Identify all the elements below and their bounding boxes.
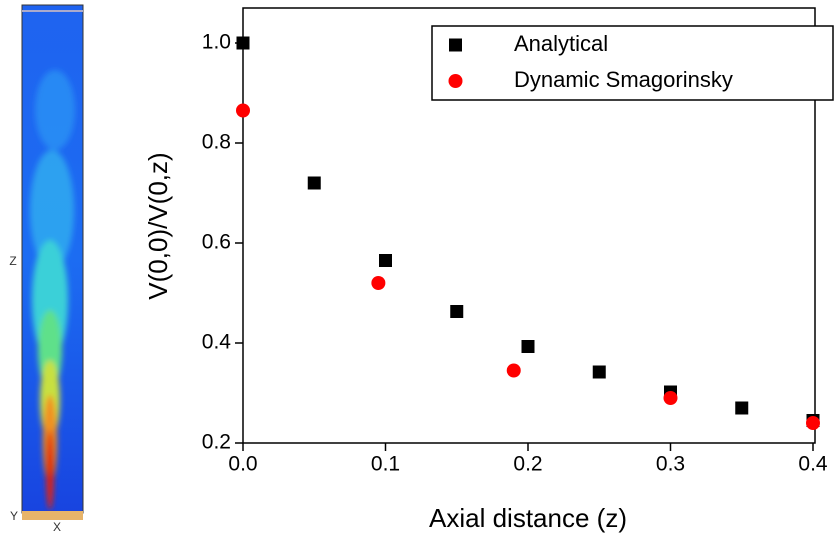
y-tick-label: 1.0 [202,31,231,54]
legend-label: Dynamic Smagorinsky [514,67,733,92]
x-tick-label: 0.1 [371,453,400,476]
data-point [379,254,392,267]
x-tick-label: 0.4 [798,453,828,476]
y-tick-label: 0.6 [202,231,231,254]
data-point [806,416,820,430]
y-axis-title: V(0,0)/V(0,z) [143,152,173,299]
data-point [735,401,749,415]
flame-field [30,70,75,510]
legend-marker [449,38,462,52]
x-label: X [53,520,61,534]
data-point [592,365,606,379]
inlet [22,511,83,520]
data-point [450,305,464,318]
y-tick-label: 0.4 [202,331,232,354]
top-edge [22,10,83,12]
y-tick-label: 0.2 [202,431,231,454]
data-point [236,103,250,118]
y-label: Y [10,509,18,523]
data-point [307,176,321,190]
data-point [663,391,678,405]
x-tick-label: 0.2 [513,453,542,476]
x-tick-label: 0.0 [228,453,257,476]
data-point [506,363,521,378]
x-tick-label: 0.3 [656,453,685,476]
legend-box [431,25,834,101]
legend-label: Analytical [514,31,608,56]
data-point [521,340,535,353]
data-point [371,276,386,290]
y-tick-label: 0.8 [202,131,231,154]
data-point [236,36,250,50]
legend-marker [448,74,463,88]
x-axis-title: Axial distance (z) [429,503,627,533]
plot-frame [242,7,816,444]
simulation-panel: Z Y X [9,4,84,534]
z-label: Z [9,254,16,268]
